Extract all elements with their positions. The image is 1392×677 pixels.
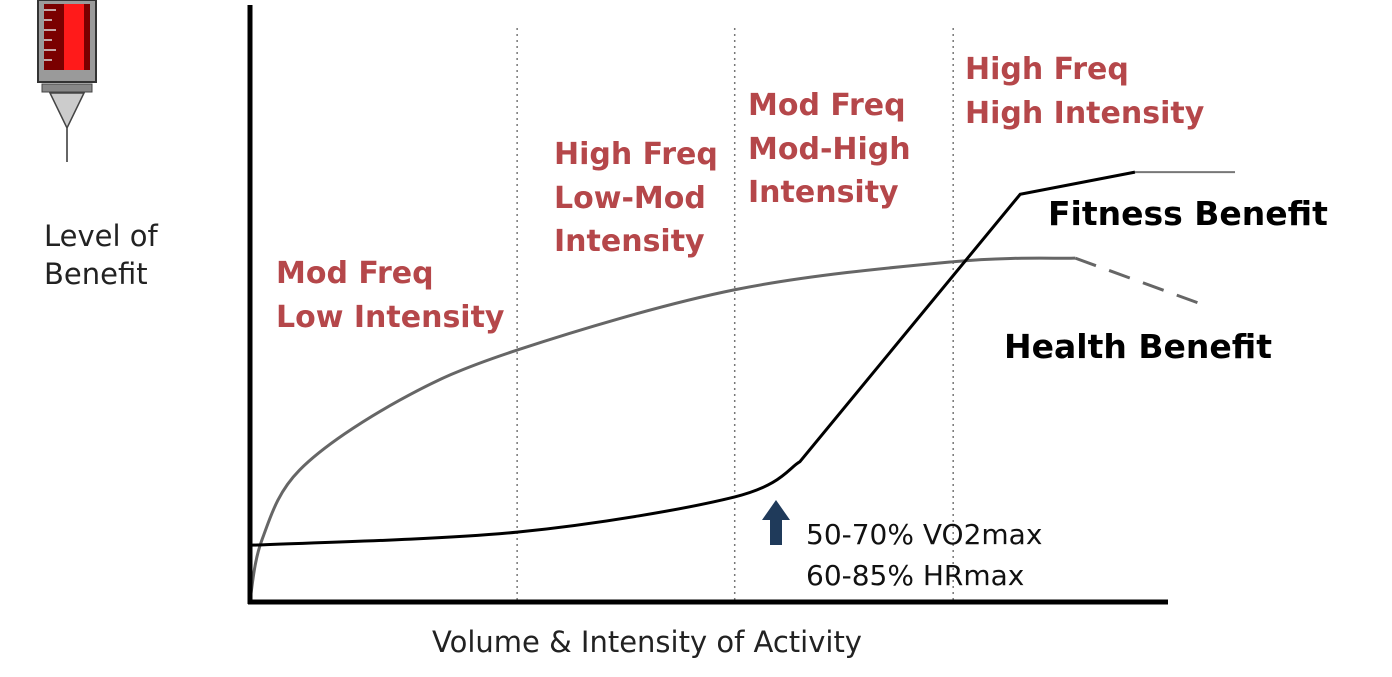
zone-label-2: High Freq Low-Mod Intensity — [554, 137, 718, 259]
health-benefit-dashed-extension — [1074, 256, 1206, 307]
zone-label-3: Mod Freq Mod-High Intensity — [748, 88, 911, 210]
fitness-benefit-curve — [249, 170, 1136, 547]
intensity-annotation: 50-70% VO2max 60-85% HRmax — [806, 518, 1043, 592]
y-axis-label: Level of Benefit — [44, 219, 158, 291]
zone-label-1: Mod Freq Low Intensity — [276, 256, 505, 335]
health-benefit-label: Health Benefit — [1004, 327, 1272, 366]
zone-label-4: High Freq High Intensity — [965, 52, 1205, 131]
fitness-benefit-label: Fitness Benefit — [1048, 194, 1328, 233]
up-arrow-icon — [762, 500, 790, 545]
syringe-icon — [37, 0, 97, 162]
x-axis-label: Volume & Intensity of Activity — [432, 625, 862, 659]
health-benefit-curve — [248, 256, 1076, 601]
